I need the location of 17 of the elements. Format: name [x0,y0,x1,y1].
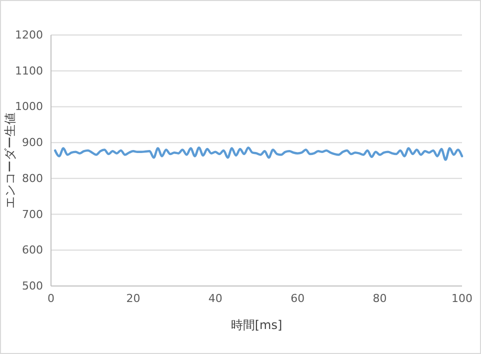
y-tick-label: 1200 [15,28,43,42]
y-tick-label: 500 [22,280,43,293]
x-tick-label: 80 [372,292,387,305]
line-series [54,146,464,161]
y-tick-label: 600 [22,244,43,257]
x-axis-title: 時間[ms] [230,318,282,332]
y-tick-label: 1000 [15,100,43,114]
y-tick-label: 900 [22,136,43,150]
y-tick-label: 800 [22,172,43,185]
x-tick-label: 60 [290,292,305,305]
y-tick-label: 700 [22,208,43,221]
y-tick-label: 1100 [15,64,43,78]
x-tick-label: 20 [126,292,140,305]
x-tick-label: 40 [208,292,222,305]
x-tick-label: 0 [48,292,54,305]
y-axis-title: エンコーダー生値 [3,112,17,208]
x-tick-label: 100 [452,292,472,305]
